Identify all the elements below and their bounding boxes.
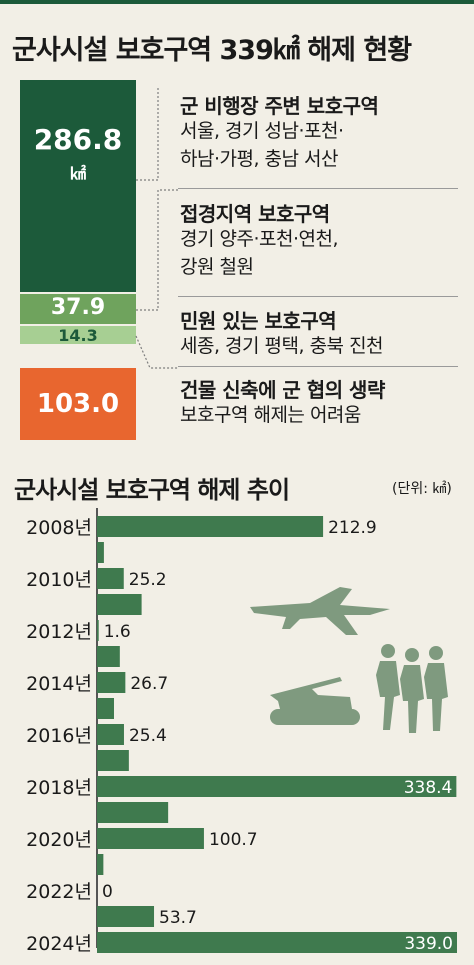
tick-label: 2018년 bbox=[26, 777, 92, 799]
chart-unit-label: (단위: ㎢) bbox=[392, 481, 452, 497]
border-area-block bbox=[20, 294, 136, 324]
bar-2010년 bbox=[97, 568, 124, 589]
border-heading: 접경지역 보호구역 bbox=[180, 202, 330, 226]
bar-2023 bbox=[97, 906, 155, 927]
consultation-line-1: 보호구역 해제는 어려움 bbox=[180, 404, 361, 426]
tick-label: 2024년 bbox=[26, 933, 92, 953]
border-value: 37.9 bbox=[50, 295, 106, 320]
consultation-value: 103.0 bbox=[36, 389, 120, 419]
bar-2018년 bbox=[97, 776, 457, 797]
chart-title: 군사시설 보호구역 해제 추이 bbox=[14, 476, 290, 504]
complaint-heading: 민원 있는 보호구역 bbox=[180, 309, 337, 333]
divider bbox=[178, 188, 458, 189]
complaint-value: 14.3 bbox=[58, 326, 98, 345]
bar-2020년 bbox=[97, 828, 204, 849]
bar-2021 bbox=[97, 854, 104, 875]
bar-2009 bbox=[97, 542, 104, 563]
bar-2013 bbox=[97, 646, 120, 667]
leader-lines bbox=[135, 88, 178, 369]
bar-2024년 bbox=[97, 932, 457, 953]
data-label: 26.7 bbox=[130, 674, 168, 694]
data-label: 212.9 bbox=[328, 518, 377, 538]
airbase-heading: 군 비행장 주변 보호구역 bbox=[180, 94, 379, 118]
data-label: 338.4 bbox=[404, 778, 453, 798]
complaint-line-1: 세종, 경기 평택, 충북 진천 bbox=[180, 335, 384, 357]
data-label: 25.4 bbox=[129, 726, 167, 746]
bar-2011 bbox=[97, 594, 142, 615]
bar-2015 bbox=[97, 698, 114, 719]
airbase-line-2: 하남·가평, 충남 서산 bbox=[180, 148, 339, 170]
data-label: 100.7 bbox=[209, 830, 258, 850]
bar-2016년 bbox=[97, 724, 124, 745]
border-line-1: 경기 양주·포천·연천, bbox=[180, 228, 339, 250]
consultation-skip-block bbox=[20, 368, 136, 440]
divider bbox=[178, 296, 458, 297]
bar-chart: 2008년 212.9 2010년 25.2 2012년 1.6 2014년 26.7 2016… bbox=[0, 508, 474, 955]
data-label: 339.0 bbox=[404, 934, 453, 953]
tick-label: 2022년 bbox=[26, 881, 92, 903]
tick-label: 2010년 bbox=[26, 569, 92, 591]
bar-2017 bbox=[97, 750, 129, 771]
top-rule bbox=[0, 0, 474, 4]
data-label: 0 bbox=[102, 882, 113, 902]
bar-2012년 bbox=[97, 620, 99, 641]
divider bbox=[178, 366, 458, 367]
summary-title: 군사시설 보호구역 339㎢ 해제 현황 bbox=[12, 35, 412, 66]
airbase-area-block bbox=[20, 80, 136, 292]
airbase-unit: ㎢ bbox=[69, 164, 86, 183]
complaint-area-block bbox=[20, 326, 136, 344]
bar-2019 bbox=[97, 802, 169, 823]
tick-label: 2014년 bbox=[26, 673, 92, 695]
bar-chart-svg: 2008년 212.9 2010년 25.2 2012년 1.6 2014년 26.7 2016… bbox=[26, 516, 457, 955]
military-silhouettes-icon bbox=[250, 587, 448, 733]
tick-label: 2008년 bbox=[26, 517, 92, 539]
data-label: 1.6 bbox=[104, 622, 131, 642]
airbase-line-1: 서울, 경기 성남·포천· bbox=[180, 120, 344, 142]
airbase-value: 286.8 bbox=[33, 123, 123, 156]
bar-2014년 bbox=[97, 672, 126, 693]
data-label: 25.2 bbox=[129, 570, 167, 590]
consultation-heading: 건물 신축에 군 협의 생략 bbox=[180, 378, 385, 402]
tick-label: 2020년 bbox=[26, 829, 92, 851]
bar-2008년 bbox=[97, 516, 324, 537]
tick-label: 2012년 bbox=[26, 621, 92, 643]
data-label: 53.7 bbox=[159, 908, 197, 928]
border-line-2: 강원 철원 bbox=[180, 256, 254, 278]
tick-label: 2016년 bbox=[26, 725, 92, 747]
